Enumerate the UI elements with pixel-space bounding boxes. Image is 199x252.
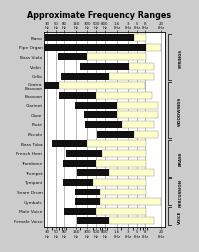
Bar (80, 64, 129, 71)
Bar (77, 217, 109, 225)
Bar (64, 208, 97, 215)
Bar (66, 150, 102, 157)
Bar (63, 179, 93, 186)
Bar (93, 179, 146, 186)
Bar (87, 54, 146, 61)
Bar (102, 150, 146, 157)
Bar (77, 170, 109, 176)
Bar (122, 121, 154, 129)
Bar (109, 217, 154, 225)
Bar (97, 160, 146, 167)
Bar (60, 74, 109, 80)
Bar (58, 54, 87, 61)
Text: VOICE: VOICE (178, 210, 182, 223)
Bar (75, 102, 116, 109)
Bar (75, 198, 100, 205)
Bar (109, 74, 154, 80)
Bar (53, 141, 87, 148)
Bar (97, 208, 146, 215)
Text: STRINGS: STRINGS (178, 48, 182, 67)
Bar (116, 102, 158, 109)
Bar (84, 112, 116, 119)
Bar (59, 93, 97, 100)
Bar (36, 45, 146, 52)
Bar (100, 198, 161, 205)
Bar (75, 189, 100, 196)
Bar (146, 45, 161, 52)
Bar (134, 35, 146, 42)
Bar (97, 93, 152, 100)
Bar (97, 131, 134, 138)
Text: WOODWINDS: WOODWINDS (178, 96, 182, 125)
Text: PERCUSSION: PERCUSSION (178, 178, 182, 206)
Bar (87, 141, 146, 148)
Text: BRASS: BRASS (178, 151, 182, 166)
Bar (63, 160, 97, 167)
Bar (134, 131, 158, 138)
Bar (116, 112, 158, 119)
Text: Approximate Frequency Ranges: Approximate Frequency Ranges (27, 11, 172, 20)
Bar (129, 64, 154, 71)
Bar (100, 189, 146, 196)
Bar (59, 83, 145, 90)
Bar (45, 35, 134, 42)
Bar (109, 170, 154, 176)
Bar (85, 121, 122, 129)
Bar (36, 83, 59, 90)
